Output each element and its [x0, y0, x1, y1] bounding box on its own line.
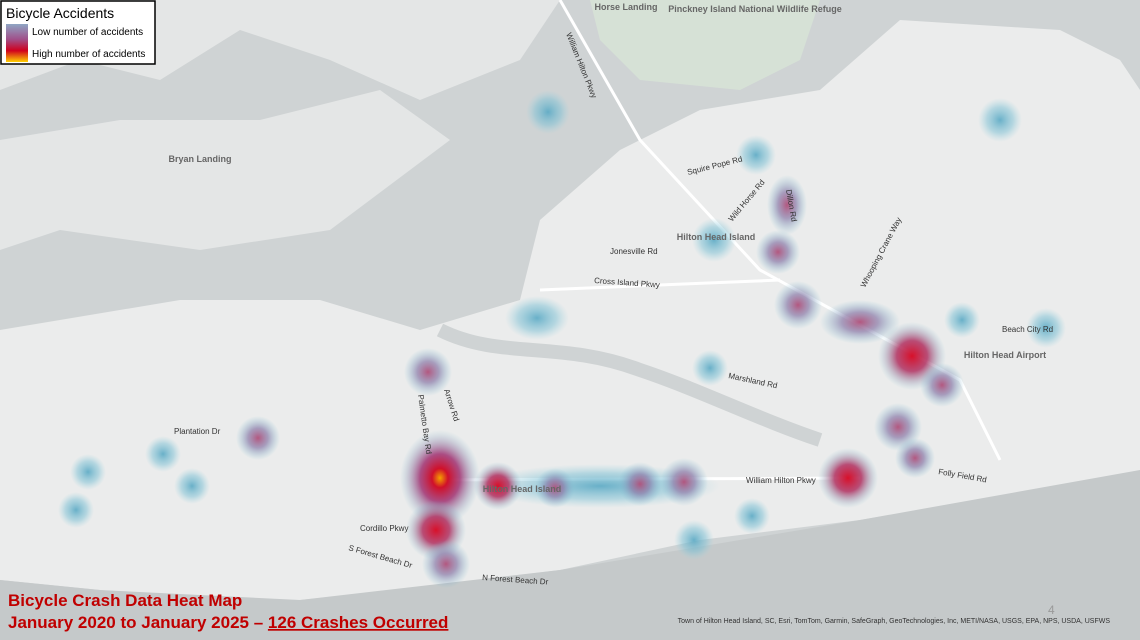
page-number: 4: [1048, 603, 1055, 617]
heat-spot: [1026, 308, 1066, 348]
place-label: Hilton Head Island: [677, 232, 756, 242]
legend-ramp: [6, 24, 28, 62]
heat-spot: [236, 416, 280, 460]
caption-line: Bicycle Crash Data Heat Map: [8, 591, 242, 610]
heat-spot: [674, 520, 714, 560]
road-label: Jonesville Rd: [610, 247, 658, 256]
place-label: Pinckney Island National Wildlife Refuge: [668, 4, 841, 14]
caption-text: January 2020 to January 2025 –: [8, 613, 263, 632]
heat-spot: [535, 468, 575, 508]
heat-spot: [736, 135, 776, 175]
heat-spot: [767, 175, 807, 235]
heat-spot: [820, 300, 900, 344]
mainland: [0, 90, 450, 250]
place-label: Hilton Head Airport: [964, 350, 1046, 360]
place-label: Bryan Landing: [168, 154, 231, 164]
attribution: Town of Hilton Head Island, SC, Esri, To…: [678, 618, 1111, 625]
heat-spot: [618, 462, 662, 506]
legend-item: High number of accidents: [32, 49, 145, 60]
heat-spot: [526, 90, 570, 134]
heat-spot: [404, 348, 452, 396]
heat-spot: [692, 350, 728, 386]
legend-item: Low number of accidents: [32, 27, 143, 38]
heat-spot: [818, 448, 878, 508]
heat-spot: [734, 498, 770, 534]
road-label: William Hilton Pkwy: [746, 476, 816, 485]
caption-line: January 2020 to January 2025 – 126 Crash…: [8, 613, 448, 632]
caption-link: 126 Crashes Occurred: [268, 613, 449, 632]
heat-spot: [692, 218, 736, 262]
heat-spot: [505, 296, 569, 340]
heat-spot: [895, 438, 935, 478]
heat-spot: [174, 468, 210, 504]
legend-title: Bicycle Accidents: [6, 5, 114, 21]
heat-spot: [145, 436, 181, 472]
ocean: [0, 470, 1140, 640]
heat-spot: [978, 98, 1022, 142]
heat-spot: [400, 430, 480, 526]
road-label: Plantation Dr: [174, 427, 221, 436]
heat-spot: [422, 540, 470, 588]
heat-spot: [944, 302, 980, 338]
place-label: Horse Landing: [594, 2, 657, 12]
heat-spot: [474, 462, 522, 510]
heatmap: [58, 90, 1066, 588]
heat-spot: [920, 363, 964, 407]
refuge: [590, 0, 820, 90]
broad-creek: [436, 323, 823, 447]
heat-spot: [660, 458, 708, 506]
road-label: Beach City Rd: [1002, 325, 1053, 334]
heat-spot: [58, 492, 94, 528]
heat-spot: [70, 454, 106, 490]
road-label: Cordillo Pkwy: [360, 524, 408, 533]
place-label: Hilton Head Island: [483, 484, 562, 494]
heat-spot: [774, 281, 822, 329]
heat-spot: [756, 230, 800, 274]
legend: Bicycle Accidents Low number of accident…: [0, 0, 156, 65]
